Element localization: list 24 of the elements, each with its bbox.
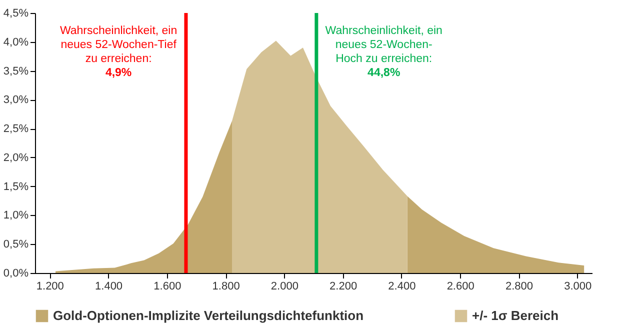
x-tick-label: 2.000 xyxy=(270,280,298,292)
x-tick-label: 1.200 xyxy=(36,280,64,292)
x-tick-label: 2.200 xyxy=(330,280,358,292)
y-tick-label: 3,5% xyxy=(3,65,29,78)
y-tick-label: 3,0% xyxy=(3,94,29,106)
x-tick-label: 1.400 xyxy=(95,280,123,292)
y-tick-label: 0,0% xyxy=(3,268,29,280)
y-tick-label: 0,5% xyxy=(3,238,29,251)
x-tick-label: 3.000 xyxy=(564,280,592,292)
x-tick-label: 2.600 xyxy=(446,280,474,292)
x-tick-label: 1.600 xyxy=(154,280,182,292)
annotation: Wahrscheinlichkeit, ein neues 52-Wochen- Hoch zu erreichen: 44,8% xyxy=(325,25,442,79)
y-tick-label: 1,5% xyxy=(3,180,29,193)
x-tick-label: 2.800 xyxy=(505,280,533,292)
y-tick-label: 4,0% xyxy=(3,36,29,48)
y-tick-label: 4,5% xyxy=(3,8,29,20)
annotation: Wahrscheinlichkeit, ein neues 52-Wochen-Tief zu erreichen: 4,9% xyxy=(60,25,178,79)
y-tick-label: 2,0% xyxy=(3,152,29,164)
y-tick-label: 2,5% xyxy=(3,123,29,136)
y-tick-label: 1,0% xyxy=(3,210,29,222)
x-tick-label: 2.400 xyxy=(388,280,416,292)
legend-label: +/- 1σ Bereich xyxy=(472,308,559,323)
x-tick-label: 1.800 xyxy=(212,280,240,292)
legend-label: Gold-Optionen-Implizite Verteilungsdichtefunktion xyxy=(53,308,364,323)
